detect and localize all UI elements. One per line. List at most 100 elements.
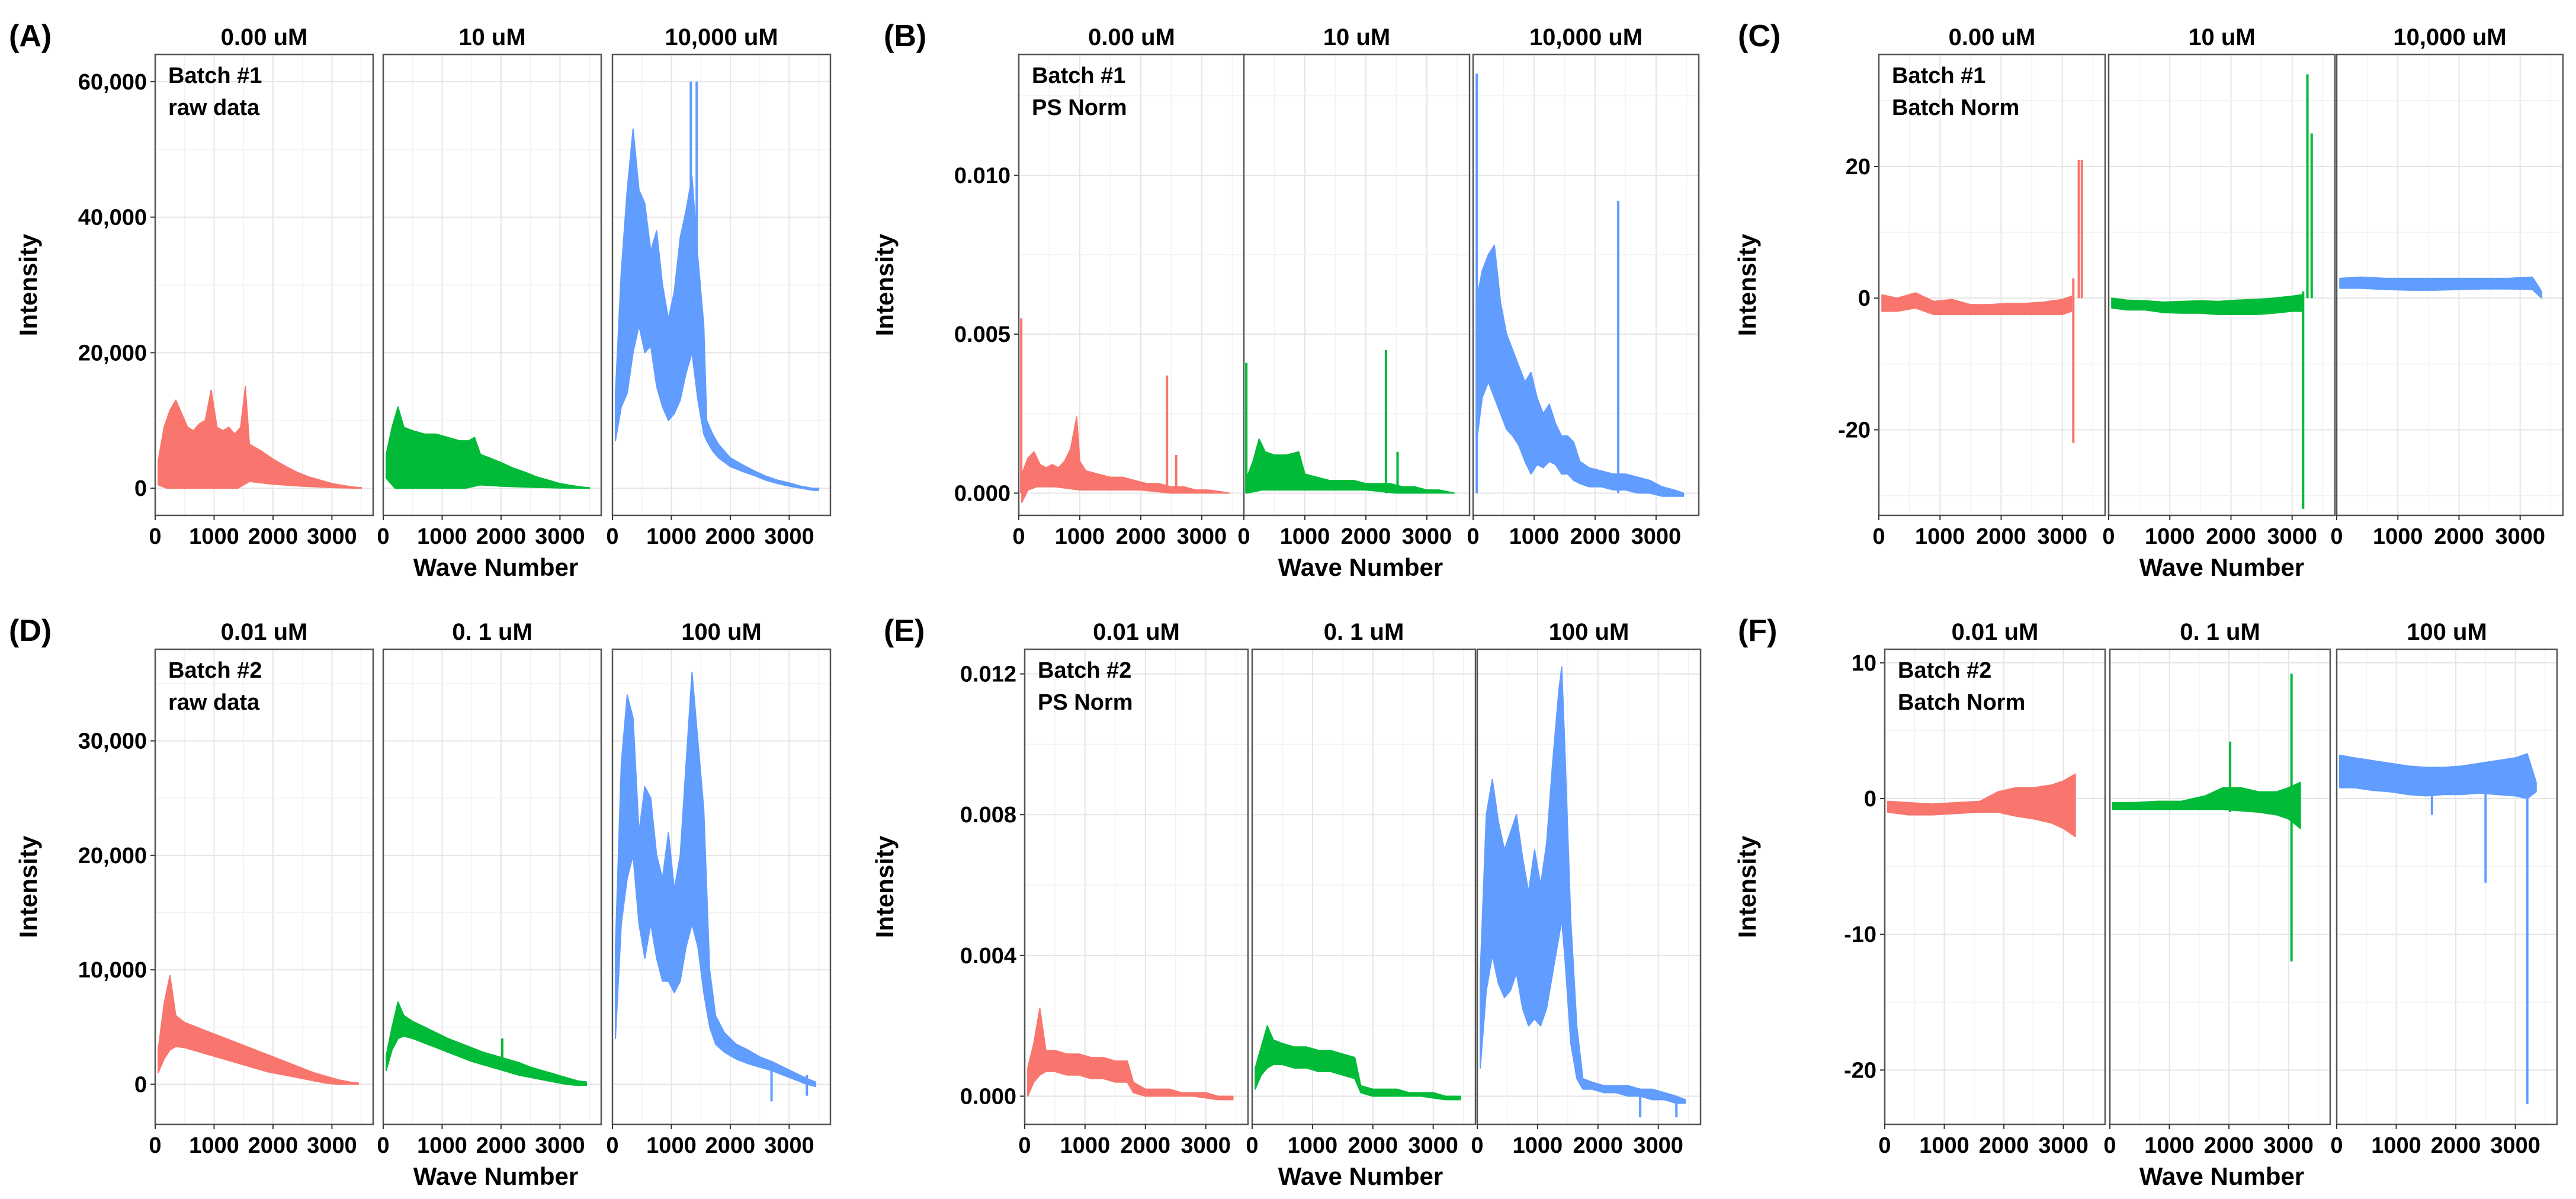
series [386,1001,588,1086]
y-tick-label: 0 [1864,787,1876,812]
plot-area [1019,54,1244,515]
x-tick-label: 3000 [1633,1133,1683,1158]
facet-frame [611,53,832,517]
y-tick-label: -10 [1844,922,1876,947]
plot-area [1885,649,2105,1124]
facet-frame [154,648,374,1126]
x-tick-label: 3000 [1408,1133,1458,1158]
x-tick-label: 1000 [189,524,239,549]
series-envelope [386,406,591,489]
x-tick-label: 3000 [535,1133,585,1158]
panel-letter: (F) [1738,614,1777,648]
x-tick-label: 3000 [1402,524,1452,549]
x-tick-label: 1000 [646,524,697,549]
x-tick-label: 0 [606,1133,618,1158]
x-tick-label: 2000 [2431,1133,2481,1158]
x-tick-label: 1000 [2145,524,2195,549]
facet-frame [611,648,832,1126]
series [1020,318,1230,504]
facet-title: 0.00 uM [1949,24,2036,50]
facet-1: 0.00 uM 0 1000 2000 3000 Batch #1 raw data [149,24,374,549]
y-tick-label: 40,000 [78,206,147,230]
x-tick-label: 3000 [1631,524,1682,549]
y-tick-label: -20 [1844,1058,1876,1083]
x-tick-label: 1000 [1915,524,1965,549]
facet-3: 10,000 uM 0 1000 2000 3000 [606,24,832,549]
facet-3: 100 uM 0 1000 2000 3000 [2330,619,2558,1158]
series [615,81,820,491]
x-tick-label: 0 [606,524,618,549]
x-tick-label: 1000 [1509,524,1560,549]
facet-2: 10 uM 0 1000 2000 3000 [1237,24,1471,549]
annotation-text: Batch #2 [1038,658,1131,683]
plot-area [1879,54,2105,515]
x-tick-label: 2000 [1121,1133,1171,1158]
x-tick-label: 2000 [1348,1133,1398,1158]
y-axis-label: Intensity [871,835,899,938]
x-tick-label: 3000 [2267,524,2317,549]
x-tick-label: 1000 [1513,1133,1563,1158]
annotation-text: raw data [168,95,260,120]
x-tick-label: 0 [2330,524,2343,549]
x-tick-label: 2000 [1979,1133,2029,1158]
series-envelope [2111,294,2302,315]
series-envelope [1887,773,2076,838]
x-tick-label: 2000 [705,524,756,549]
facet-title: 10 uM [458,24,525,50]
facet-1: 0.01 uM 0 1000 2000 3000 Batch #2 Batch Norm [1878,619,2106,1158]
series [1475,73,1685,497]
facet-frame [1251,648,1477,1126]
x-tick-label: 1000 [2373,524,2423,549]
y-axis-label: Intensity [1733,233,1761,336]
facet-frame [1884,648,2106,1126]
x-tick-label: 2000 [2204,1133,2254,1158]
series [2112,674,2301,962]
x-tick-label: 2000 [476,1133,527,1158]
facet-title: 100 uM [1549,619,1629,645]
y-tick-label: 0.005 [954,322,1010,347]
series-envelope [158,386,362,489]
gridlines [2109,649,2330,1124]
x-tick-label: 0 [2330,1133,2343,1158]
series-envelope [158,974,360,1085]
facet-frame [382,53,602,517]
facet-3: 100 uM 0 1000 2000 3000 [606,619,832,1158]
series-envelope [386,1001,588,1086]
facet-frame [154,53,374,517]
x-tick-label: 1000 [2144,1133,2195,1158]
facet-frame [2109,648,2331,1126]
y-axis-label: Intensity [14,233,42,336]
facet-title: 10 uM [1323,24,1390,50]
series-envelope [1255,1025,1461,1101]
y-axis-label: Intensity [1733,835,1761,938]
y-tick-label: 0 [1858,286,1871,311]
panel-c: (C) Intensity Wave Number -20 0 20 0.00 uM 0 100… [1733,19,2564,581]
facet-2: 0. 1 uM 0 1000 2000 3000 [2103,619,2331,1158]
y-tick-label: 20,000 [78,341,147,366]
facet-1: 0.00 uM 0 1000 2000 3000 Batch #1 Batch Norm [1872,24,2106,549]
x-tick-label: 1000 [189,1133,239,1158]
x-tick-label: 0 [1246,1133,1258,1158]
x-tick-label: 2000 [2434,524,2484,549]
x-tick-label: 2000 [2206,524,2256,549]
x-tick-label: 0 [1018,1133,1031,1158]
series [386,406,591,489]
x-tick-label: 3000 [764,1133,814,1158]
gridlines [1477,649,1701,1124]
facet-2: 10 uM 0 1000 2000 3000 [377,24,602,549]
x-tick-label: 0 [1467,524,1479,549]
series [1480,666,1686,1118]
facet-1: 0.01 uM 0 1000 2000 3000 Batch #2 raw data [149,619,374,1158]
annotation-text: Batch Norm [1898,690,2025,715]
x-tick-label: 3000 [307,1133,357,1158]
facet-title: 100 uM [681,619,762,645]
facet-title: 0.01 uM [221,619,308,645]
y-tick-label: 10 [1852,651,1876,676]
y-tick-label: 60,000 [78,70,147,95]
series [1245,350,1455,494]
x-tick-label: 1000 [1280,524,1330,549]
x-axis-label: Wave Number [1278,553,1443,581]
x-tick-label: 2000 [1341,524,1391,549]
facet-title: 100 uM [2407,619,2487,645]
